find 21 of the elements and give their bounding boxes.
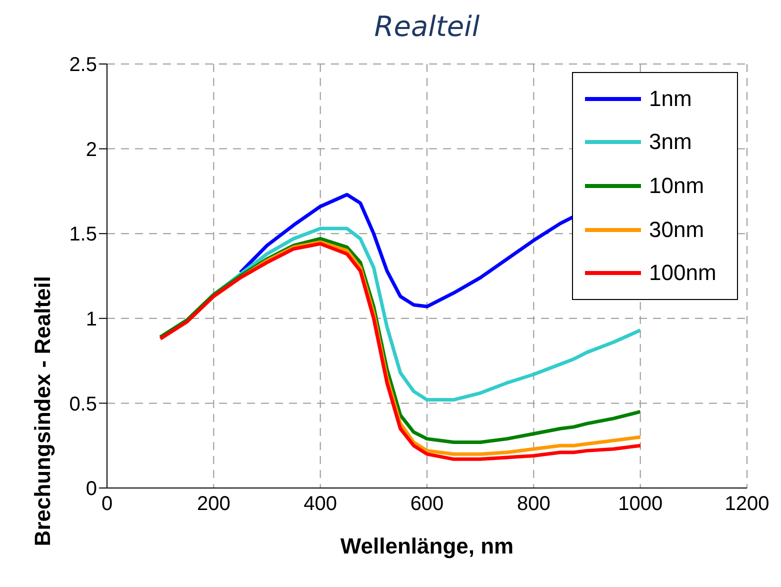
y-tick-label: 2.5: [69, 54, 97, 76]
x-tick-label: 400: [304, 493, 338, 516]
y-axis-title: Brechungsindex - Realteil: [30, 276, 55, 546]
x-tick-label: 600: [410, 493, 444, 516]
chart-title: Realteil: [373, 10, 481, 43]
legend-label: 100nm: [649, 260, 716, 286]
x-tick-label: 1000: [618, 493, 663, 516]
x-tick-label: 1200: [724, 493, 770, 516]
legend-label: 10nm: [649, 172, 704, 199]
x-axis-title: Wellenlänge, nm: [340, 534, 514, 559]
x-tick-label: 800: [516, 493, 550, 516]
y-tick-label: 1: [86, 308, 97, 330]
legend-label: 1nm: [649, 86, 692, 112]
legend-label: 30nm: [649, 216, 704, 243]
y-tick-label: 1.5: [69, 224, 97, 246]
x-tick-label: 0: [101, 493, 113, 516]
x-tick-label: 200: [196, 493, 230, 516]
legend-label: 3nm: [649, 129, 692, 156]
y-tick-label: 0.5: [69, 393, 97, 416]
y-tick-label: 2: [86, 138, 97, 161]
y-tick-label: 0: [86, 478, 97, 500]
